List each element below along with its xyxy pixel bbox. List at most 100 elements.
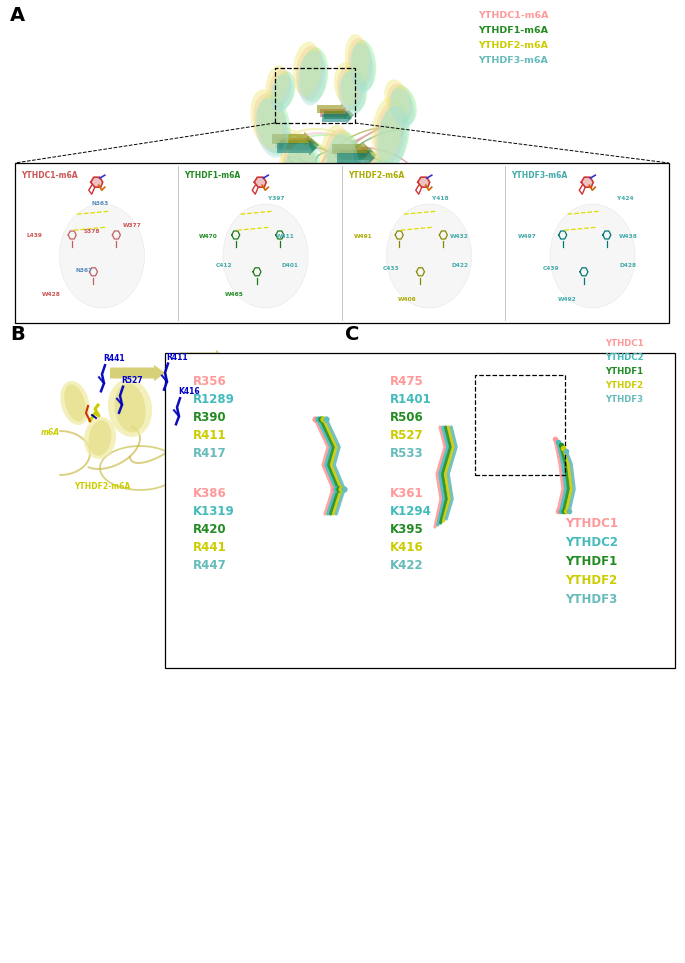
Ellipse shape [350,43,374,92]
Ellipse shape [377,106,408,170]
Text: YTHDC1-m6A: YTHDC1-m6A [21,171,77,180]
Text: YTHDF2-m6A: YTHDF2-m6A [74,482,130,491]
Text: C: C [345,325,360,344]
Ellipse shape [531,353,557,401]
Ellipse shape [492,440,528,506]
Text: R1289: R1289 [193,393,235,405]
Ellipse shape [513,365,539,413]
Text: W491: W491 [354,234,373,239]
Ellipse shape [260,411,281,445]
Ellipse shape [371,96,403,161]
Ellipse shape [296,45,324,100]
Ellipse shape [284,143,320,213]
Text: W492: W492 [558,297,577,301]
FancyArrow shape [335,145,373,161]
Ellipse shape [64,384,86,422]
Ellipse shape [347,202,383,273]
Text: A: A [10,6,25,25]
Ellipse shape [384,79,410,118]
Text: C433: C433 [383,266,399,272]
Text: K1319: K1319 [193,505,235,517]
Polygon shape [254,177,266,187]
Ellipse shape [516,425,552,489]
Ellipse shape [495,410,519,450]
Text: YTHDC2: YTHDC2 [565,535,618,549]
Text: K395: K395 [389,523,423,535]
Ellipse shape [551,403,574,440]
Text: Y424: Y424 [616,195,633,200]
Ellipse shape [165,392,205,444]
Ellipse shape [251,90,284,148]
Text: YTHDF1: YTHDF1 [565,555,617,567]
Ellipse shape [348,39,372,88]
Text: R411: R411 [166,352,188,361]
Text: R1401: R1401 [389,393,431,405]
FancyArrow shape [322,112,352,124]
FancyArrow shape [305,192,340,205]
Text: YTHDF2: YTHDF2 [605,380,643,389]
Ellipse shape [341,68,367,112]
Text: W432: W432 [450,234,469,239]
Ellipse shape [256,98,288,158]
Ellipse shape [339,71,365,115]
Ellipse shape [84,417,116,459]
Text: YTHDF1: YTHDF1 [605,367,643,376]
Text: YTHDF2-m6A: YTHDF2-m6A [348,171,404,180]
FancyArrow shape [339,147,377,163]
Ellipse shape [247,169,273,218]
Text: K386: K386 [193,486,227,500]
Ellipse shape [519,361,545,409]
Ellipse shape [279,134,315,204]
Ellipse shape [359,200,385,246]
Ellipse shape [337,66,363,110]
Ellipse shape [314,187,346,239]
Text: W438: W438 [619,234,638,239]
Ellipse shape [351,204,387,275]
FancyArrow shape [180,350,225,366]
Bar [475,375,565,475]
Ellipse shape [460,375,491,424]
FancyArrow shape [349,198,381,212]
Ellipse shape [298,51,326,105]
Ellipse shape [574,370,602,422]
Ellipse shape [455,378,486,428]
FancyArrow shape [275,136,315,150]
Ellipse shape [244,164,270,214]
Text: R441: R441 [103,354,125,363]
Text: YTHDF2: YTHDF2 [565,574,617,586]
Ellipse shape [320,125,354,193]
Polygon shape [582,177,593,187]
Text: W411: W411 [275,234,295,239]
Ellipse shape [300,47,328,102]
Text: C439: C439 [543,266,560,272]
FancyArrow shape [110,365,165,381]
Text: W428: W428 [42,292,60,297]
Text: R533: R533 [389,447,423,459]
Polygon shape [90,177,103,187]
Text: N363: N363 [91,200,109,205]
FancyArrow shape [279,138,319,152]
Ellipse shape [286,140,322,210]
Ellipse shape [253,93,286,153]
Text: R447: R447 [193,559,227,571]
Ellipse shape [299,205,339,285]
Text: YTHDC1-m6A: YTHDC1-m6A [478,11,549,20]
Text: R527: R527 [389,429,423,441]
Text: YTHDF3-m6A: YTHDF3-m6A [478,56,548,65]
FancyArrow shape [307,196,342,210]
Ellipse shape [483,418,507,458]
Text: W465: W465 [225,292,244,297]
Ellipse shape [386,204,471,308]
Text: R420: R420 [193,523,227,535]
Ellipse shape [255,408,285,448]
Ellipse shape [327,131,361,199]
Ellipse shape [108,379,152,437]
Ellipse shape [354,192,380,237]
Ellipse shape [318,189,350,241]
FancyArrow shape [337,150,375,166]
Text: W377: W377 [123,222,142,228]
Ellipse shape [367,161,397,215]
FancyArrow shape [320,107,350,119]
Text: R441: R441 [193,540,227,554]
FancyArrow shape [345,196,377,210]
